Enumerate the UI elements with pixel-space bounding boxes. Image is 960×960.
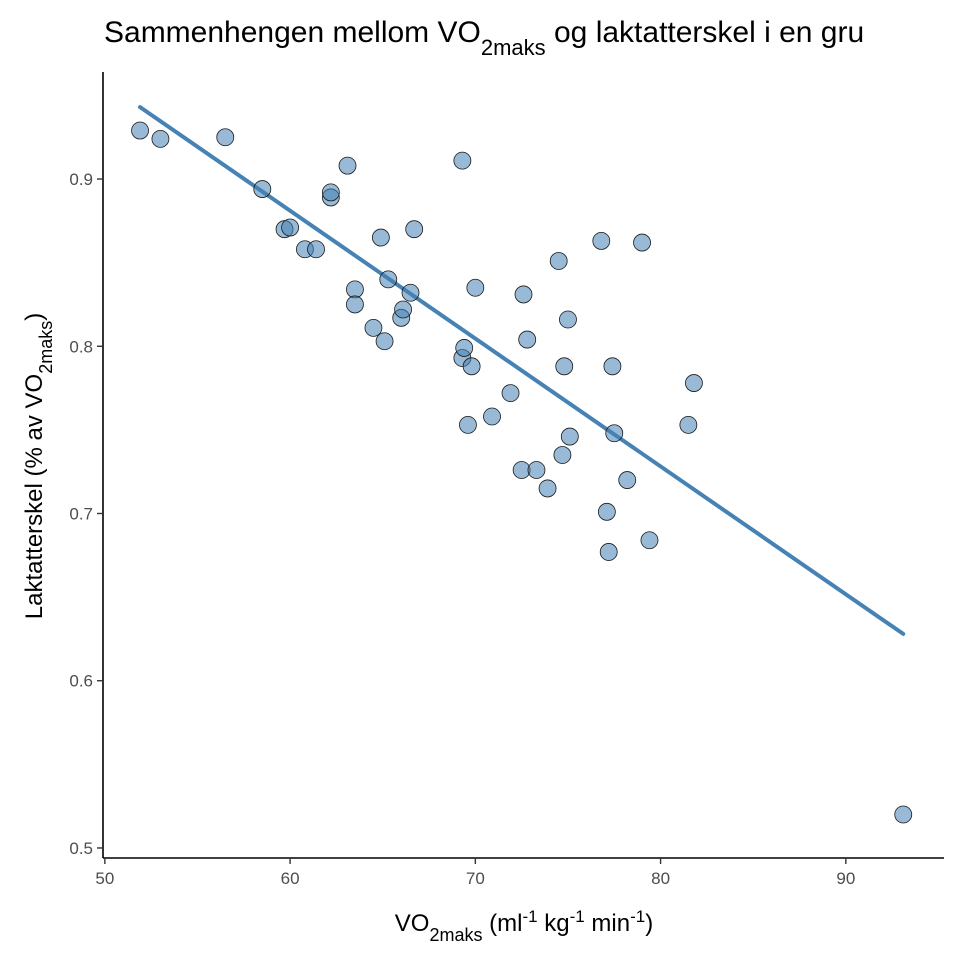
data-point-40 <box>592 232 611 250</box>
data-point-19 <box>394 300 412 319</box>
y-tick-label: 0.5 <box>69 839 93 858</box>
x-axis-title: VO2maks (ml-1 kg-1 min-1) <box>395 907 653 946</box>
data-point-3 <box>216 128 235 147</box>
x-tick-label: 50 <box>95 869 114 888</box>
data-point-43 <box>603 357 622 376</box>
data-point-37 <box>555 357 574 376</box>
chart-title: Sammenhengen mellom VO2maks og laktatter… <box>104 16 864 60</box>
data-point-2 <box>151 129 170 148</box>
data-point-47 <box>640 531 659 550</box>
data-point-20 <box>401 283 420 302</box>
data-point-27 <box>466 278 485 297</box>
y-axis-ticks: 0.5 0.6 0.7 0.8 0.9 <box>69 170 103 858</box>
y-tick-label: 0.8 <box>69 337 93 356</box>
data-point-32 <box>518 330 537 349</box>
data-point-49 <box>685 374 703 392</box>
data-point-42 <box>599 543 618 561</box>
data-point-22 <box>453 151 472 170</box>
x-tick-label: 80 <box>651 869 670 888</box>
data-point-15 <box>371 228 390 247</box>
data-point-13 <box>346 295 364 314</box>
data-point-12 <box>346 280 364 299</box>
data-point-17 <box>379 270 398 289</box>
data-point-29 <box>501 384 520 402</box>
data-point-36 <box>553 446 572 464</box>
data-point-39 <box>560 427 579 446</box>
data-point-46 <box>633 233 651 252</box>
data-point-25 <box>459 415 477 434</box>
data-point-11 <box>338 156 357 175</box>
plot-area <box>131 105 913 824</box>
data-point-50 <box>894 805 913 824</box>
data-point-4 <box>253 180 272 198</box>
data-point-48 <box>679 415 698 434</box>
x-tick-label: 90 <box>836 869 855 888</box>
data-point-6 <box>281 218 299 237</box>
x-tick-label: 70 <box>466 869 485 888</box>
data-point-21 <box>405 220 424 239</box>
data-point-44 <box>605 424 624 443</box>
data-point-10 <box>321 183 340 202</box>
data-point-24 <box>455 339 474 357</box>
data-point-28 <box>483 407 501 426</box>
data-point-1 <box>131 121 149 140</box>
data-point-33 <box>527 461 546 479</box>
data-point-45 <box>618 471 637 489</box>
data-point-26 <box>462 357 481 376</box>
data-point-14 <box>364 318 383 337</box>
data-point-38 <box>559 310 577 329</box>
y-axis-title: Laktatterskel (% av VO2maks) <box>21 313 56 619</box>
data-point-35 <box>549 252 568 270</box>
data-point-34 <box>538 479 557 498</box>
data-point-31 <box>514 285 533 304</box>
x-axis-ticks: 50 60 70 80 90 <box>95 858 855 888</box>
y-tick-label: 0.9 <box>69 170 93 189</box>
y-tick-label: 0.6 <box>69 672 93 691</box>
x-tick-label: 60 <box>281 869 300 888</box>
data-point-41 <box>597 502 616 521</box>
data-point-8 <box>307 240 325 259</box>
data-point-16 <box>375 332 394 351</box>
y-tick-label: 0.7 <box>69 504 93 523</box>
